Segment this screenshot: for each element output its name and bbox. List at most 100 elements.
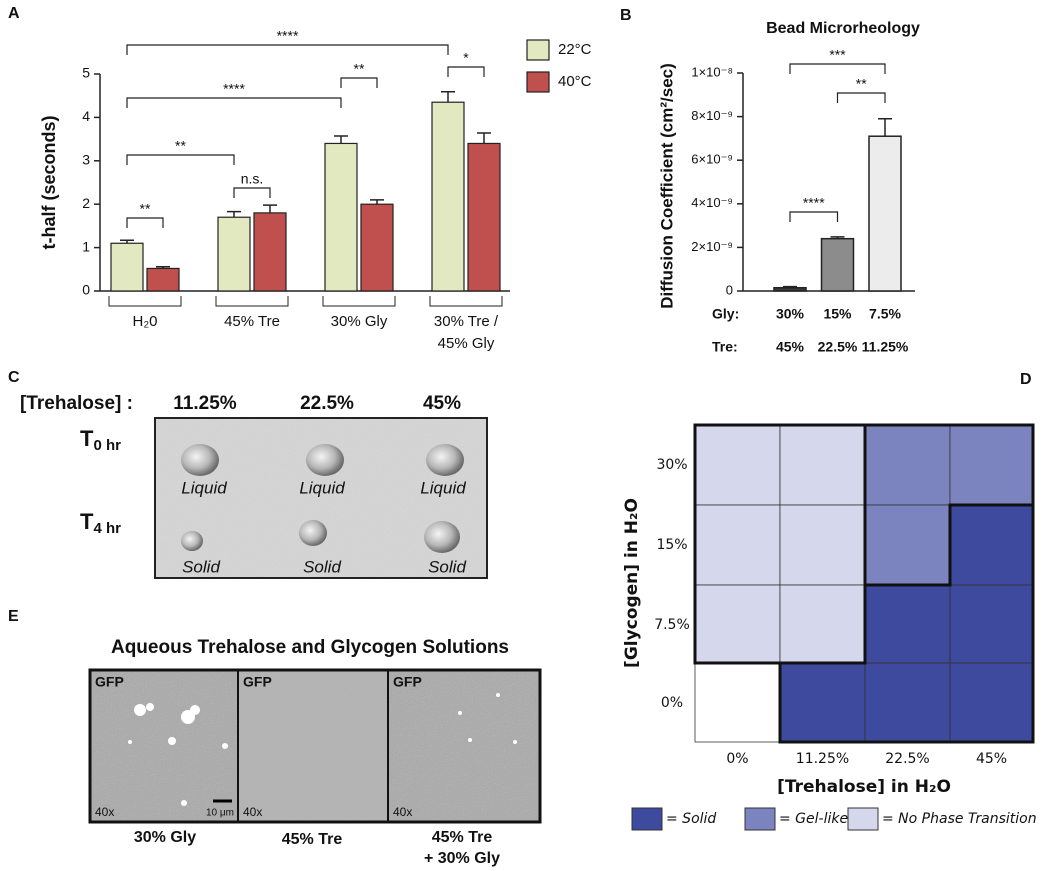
y-tick-label: 5 [82, 65, 90, 81]
group-bracket [430, 296, 502, 306]
state: Liquid [299, 478, 345, 497]
state: Solid [303, 557, 341, 576]
x-tick-label: 15% [823, 306, 852, 322]
grid-cell [950, 425, 1033, 505]
significance-label: **** [803, 195, 825, 211]
x-axis-title: [Trehalose] in H₂O [777, 777, 951, 797]
micrograph-tone [238, 670, 388, 822]
panel-label: B [620, 7, 632, 24]
y-tick-label: 2×10⁻⁹ [691, 239, 733, 254]
y-label: 15% [656, 537, 687, 553]
y-tick-label: 0 [726, 282, 733, 297]
significance-label: *** [829, 47, 846, 63]
droplet [299, 520, 327, 546]
grid-cell [950, 505, 1033, 585]
panel-label: E [8, 608, 19, 625]
y-axis-title: [Glycogen] in H₂O [622, 498, 642, 668]
legend-swatch [745, 808, 775, 830]
x-tick-label: 7.5% [869, 306, 901, 322]
error-bar [334, 136, 348, 143]
significance-bracket [234, 188, 270, 198]
time-main: T [80, 426, 94, 451]
significance-bracket [448, 67, 484, 77]
y-tick-label: 3 [82, 152, 90, 168]
legend-swatch [848, 808, 878, 830]
significance-bracket [127, 218, 163, 228]
significance-label: n.s. [241, 171, 264, 187]
caption: 30% Gly [134, 829, 196, 846]
y-axis-title: t-half (seconds) [39, 115, 59, 249]
state: Solid [182, 557, 220, 576]
magnification: 40x [95, 805, 114, 819]
y-tick-label: 4×10⁻⁹ [691, 195, 733, 210]
significance-label: ** [140, 201, 151, 217]
time-label: T0 hr [80, 426, 121, 454]
y-label: 30% [656, 457, 687, 473]
group-bracket [323, 296, 395, 306]
time-label: T4 hr [80, 509, 121, 537]
significance-label: ** [175, 138, 186, 154]
x-tick-label: 22.5% [818, 339, 858, 355]
legend-label: = Gel-like [779, 811, 848, 827]
group-bracket [216, 296, 288, 306]
bar [468, 143, 500, 291]
droplet [181, 444, 219, 476]
x-label: 45% [976, 751, 1007, 767]
grid-cell [865, 663, 950, 742]
magnification: 40x [393, 805, 412, 819]
grid-cell [950, 585, 1033, 663]
bar [869, 136, 901, 291]
grid-cell [695, 585, 780, 663]
photo-texture [156, 419, 486, 577]
channel: GFP [95, 674, 124, 690]
time-sub: 4 hr [93, 520, 121, 537]
x-label: 0% [726, 751, 748, 767]
x-tick-label: 30% Tre / 45% Gly [421, 311, 511, 355]
y-tick-label: 1×10⁻⁸ [691, 64, 733, 79]
significance-label: **** [277, 28, 299, 44]
significance-label: **** [223, 81, 245, 97]
panel-e: Aqueous Trehalose and Glycogen Solutions… [90, 637, 540, 867]
panel-label: D [1020, 371, 1032, 388]
y-axis-title: Diffusion Coefficient (cm²/sec) [657, 63, 676, 309]
significance-bracket [341, 78, 377, 88]
y-tick-label: 1 [82, 238, 90, 254]
chart-title: Bead Microrheology [766, 20, 920, 37]
legend-swatch [527, 72, 549, 92]
grid-cell [865, 425, 950, 505]
group-bracket [109, 296, 181, 306]
state: Liquid [420, 478, 466, 497]
y-tick-label: 8×10⁻⁹ [691, 108, 733, 123]
caption: + 30% Gly [424, 850, 500, 867]
x-tick-label: 45% Tre [207, 311, 297, 333]
legend-label: = No Phase Transition [882, 811, 1037, 827]
bar [774, 288, 806, 291]
bar [111, 243, 143, 291]
grid-cell [865, 585, 950, 663]
row-label: Tre: [712, 339, 738, 355]
grid-cell [695, 425, 780, 505]
panel-c: [Trehalose] : 11.25% 22.5% 45% T0 hr T4 … [20, 393, 487, 578]
significance-bracket [790, 212, 838, 222]
row-label: Gly: [712, 306, 739, 322]
legend-label: = Solid [666, 811, 716, 827]
significance-bracket [127, 155, 234, 165]
bar [822, 239, 854, 291]
error-bar [477, 133, 491, 143]
bar [361, 204, 393, 291]
significance-bracket [790, 64, 885, 74]
panel-label: C [8, 369, 20, 386]
y-tick-label: 2 [82, 195, 90, 211]
caption: 45% Tre [282, 831, 343, 848]
y-label: 7.5% [654, 617, 690, 633]
scale-label: 10 μm [206, 808, 234, 819]
bar [218, 217, 250, 291]
significance-label: ** [856, 76, 867, 92]
grid-cell [780, 585, 865, 663]
title: Aqueous Trehalose and Glycogen Solutions [111, 637, 509, 658]
x-tick-label: 30% Gly [314, 311, 404, 333]
droplet [306, 444, 344, 476]
concentration: 11.25% [173, 393, 236, 414]
